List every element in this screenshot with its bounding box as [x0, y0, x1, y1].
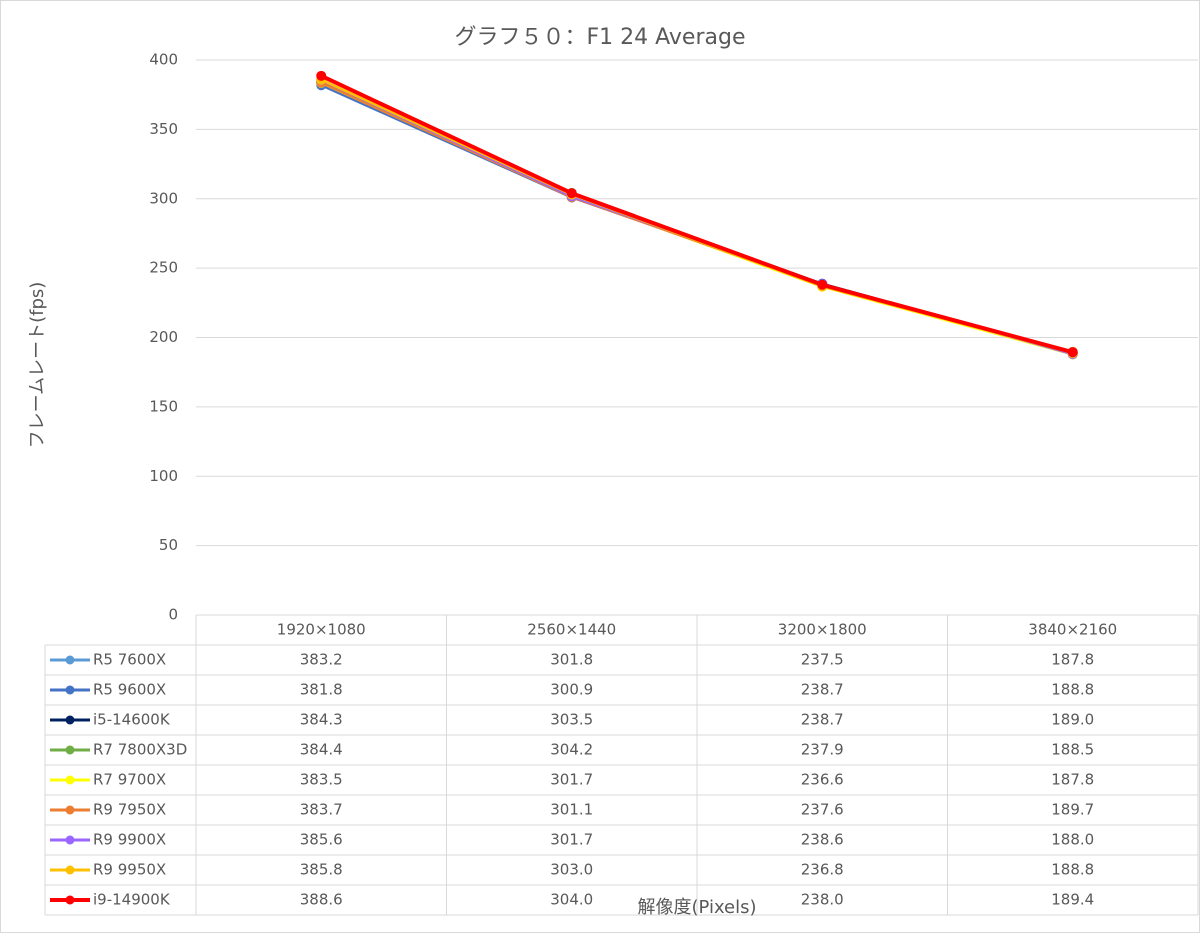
table-value: 304.2: [550, 741, 593, 759]
table-value: 301.8: [550, 651, 593, 669]
legend-label: R7 9700X: [93, 771, 166, 789]
x-tick-label: 1920×1080: [277, 621, 366, 639]
table-value: 189.0: [1051, 711, 1094, 729]
y-axis-title: フレームレート(fps): [27, 282, 48, 449]
x-tick-label: 3840×2160: [1028, 621, 1117, 639]
table-value: 187.8: [1051, 651, 1094, 669]
table-value: 384.4: [300, 741, 343, 759]
table-value: 236.8: [801, 861, 844, 879]
table-value: 381.8: [300, 681, 343, 699]
table-value: 237.6: [801, 801, 844, 819]
legend-label: R7 7800X3D: [93, 741, 187, 759]
table-value: 236.6: [801, 771, 844, 789]
table-value: 238.0: [801, 891, 844, 909]
legend-marker: [65, 865, 75, 875]
legend-marker: [65, 895, 75, 905]
table-value: 188.8: [1051, 681, 1094, 699]
y-tick-label: 150: [149, 397, 178, 415]
table-value: 238.7: [801, 711, 844, 729]
y-tick-label: 200: [149, 328, 178, 346]
table-value: 301.7: [550, 771, 593, 789]
legend-marker: [65, 745, 75, 755]
data-point: [566, 188, 577, 199]
table-value: 188.8: [1051, 861, 1094, 879]
x-tick-label: 3200×1800: [778, 621, 867, 639]
y-tick-label: 350: [149, 120, 178, 138]
legend-label: R9 9900X: [93, 831, 166, 849]
y-tick-label: 100: [149, 467, 178, 485]
legend-marker: [65, 655, 75, 665]
legend-marker: [65, 835, 75, 845]
legend-label: R5 9600X: [93, 681, 166, 699]
table-value: 301.1: [550, 801, 593, 819]
x-tick-label: 2560×1440: [527, 621, 616, 639]
table-value: 188.0: [1051, 831, 1094, 849]
data-point: [817, 279, 828, 290]
table-value: 187.8: [1051, 771, 1094, 789]
table-value: 383.7: [300, 801, 343, 819]
legend-marker: [65, 715, 75, 725]
table-value: 385.6: [300, 831, 343, 849]
y-tick-label: 0: [168, 606, 178, 624]
table-value: 383.2: [300, 651, 343, 669]
legend-marker: [65, 805, 75, 815]
y-tick-label: 400: [149, 51, 178, 69]
table-value: 384.3: [300, 711, 343, 729]
table-value: 238.7: [801, 681, 844, 699]
data-point: [316, 70, 327, 81]
table-value: 383.5: [300, 771, 343, 789]
legend-label: i5-14600K: [93, 711, 171, 729]
table-value: 189.7: [1051, 801, 1094, 819]
legend-label: R9 7950X: [93, 801, 166, 819]
table-value: 303.5: [550, 711, 593, 729]
legend-label: R5 7600X: [93, 651, 166, 669]
chart-title: グラフ５０：F1 24 Average: [455, 25, 746, 50]
table-value: 188.5: [1051, 741, 1094, 759]
table-value: 301.7: [550, 831, 593, 849]
table-value: 189.4: [1051, 891, 1094, 909]
y-tick-label: 300: [149, 189, 178, 207]
table-value: 303.0: [550, 861, 593, 879]
series-line: [320, 74, 1074, 355]
table-value: 300.9: [550, 681, 593, 699]
data-point: [1067, 347, 1078, 358]
table-value: 304.0: [550, 891, 593, 909]
table-value: 385.8: [300, 861, 343, 879]
table-value: 388.6: [300, 891, 343, 909]
y-tick-label: 50: [159, 536, 178, 554]
legend-label: R9 9950X: [93, 861, 166, 879]
table-value: 238.6: [801, 831, 844, 849]
legend-marker: [65, 685, 75, 695]
legend-label: i9-14900K: [93, 891, 171, 909]
y-tick-label: 250: [149, 259, 178, 277]
table-value: 237.9: [801, 741, 844, 759]
x-axis-title: 解像度(Pixels): [637, 897, 756, 918]
legend-marker: [65, 775, 75, 785]
table-value: 237.5: [801, 651, 844, 669]
